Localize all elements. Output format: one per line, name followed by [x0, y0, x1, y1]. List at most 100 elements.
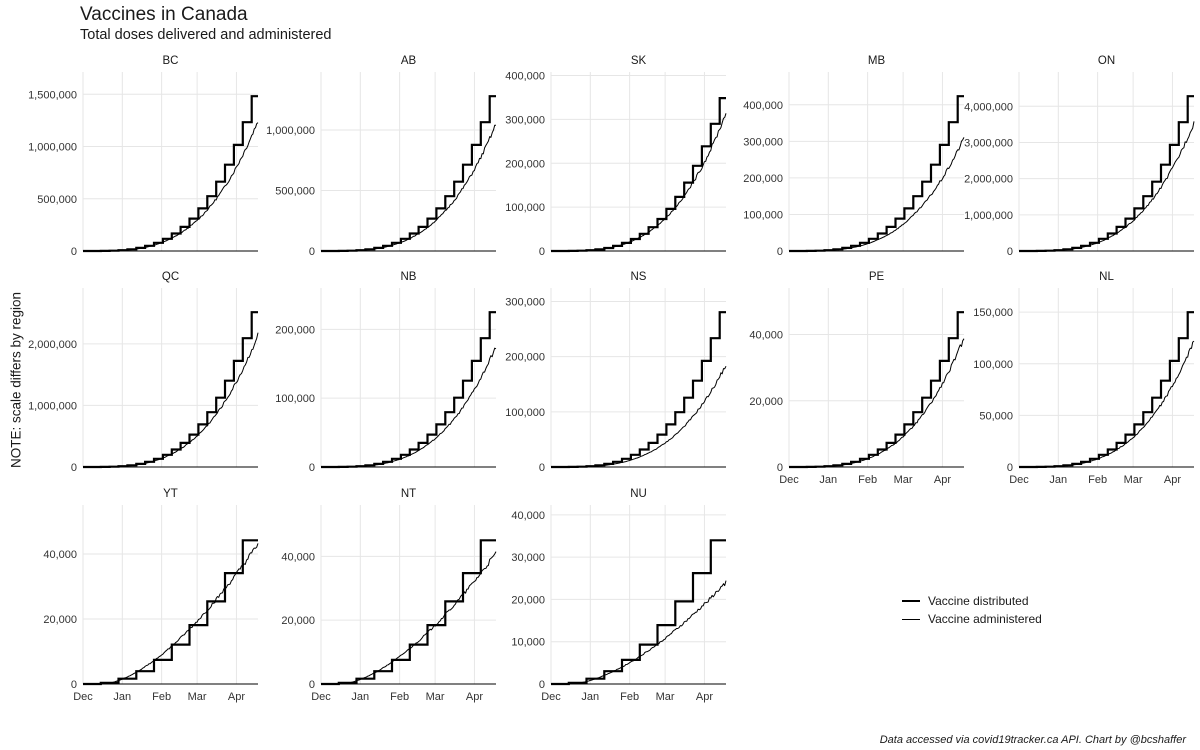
y-tick-label: 1,000,000 [266, 125, 315, 137]
panel-pe: PE 0 20,000 40,000 Dec Jan Feb Mar Apr [749, 271, 965, 486]
panel-bc: BC 0 500,000 1,000,000 1,500,000 [28, 55, 259, 258]
legend-item-administered: Vaccine administered [902, 610, 1042, 628]
y-tick-label: 1,000,000 [28, 142, 77, 154]
x-tick-label: Dec [1009, 474, 1029, 486]
x-tick-label: Dec [311, 691, 331, 703]
panel-title: NL [1099, 271, 1114, 283]
panel-nt: NT 0 20,000 40,000 Dec Jan Feb Mar Apr [281, 488, 497, 703]
y-tick-label: 0 [777, 246, 783, 258]
x-tick-label: Dec [541, 691, 561, 703]
legend-label: Vaccine administered [928, 612, 1042, 626]
y-tick-label: 0 [309, 246, 315, 258]
panel-title: NS [631, 271, 647, 283]
y-tick-label: 200,000 [505, 352, 545, 364]
x-tick-label: Feb [152, 691, 171, 703]
y-tick-label: 150,000 [973, 307, 1013, 319]
y-tick-label: 2,000,000 [28, 339, 77, 351]
series-administered-line [789, 338, 965, 468]
y-tick-label: 1,500,000 [28, 89, 77, 101]
x-tick-label: Jan [351, 691, 369, 703]
panel-title: AB [401, 55, 417, 67]
series-distributed-line [83, 95, 258, 253]
y-tick-label: 300,000 [743, 136, 783, 148]
y-tick-label: 20,000 [281, 615, 315, 627]
caption: Data accessed via covid19tracker.ca API.… [879, 734, 1186, 746]
x-tick-label: Feb [390, 691, 409, 703]
series-distributed-line [321, 539, 496, 686]
y-tick-label: 100,000 [505, 407, 545, 419]
series-administered-line [321, 551, 497, 685]
x-tick-label: Dec [779, 474, 799, 486]
y-tick-label: 4,000,000 [964, 101, 1013, 113]
y-tick-label: 0 [539, 246, 545, 258]
y-tick-label: 0 [71, 462, 77, 474]
x-tick-label: Jan [581, 691, 599, 703]
y-tick-label: 0 [539, 462, 545, 474]
y-tick-label: 0 [539, 679, 545, 691]
series-distributed-line [1019, 311, 1194, 469]
series-administered-line [83, 122, 259, 252]
panel-title: MB [868, 55, 886, 67]
x-tick-label: Jan [819, 474, 837, 486]
series-distributed-line [551, 539, 726, 686]
x-tick-label: Jan [1049, 474, 1067, 486]
y-tick-label: 0 [71, 246, 77, 258]
x-tick-label: Apr [696, 691, 713, 703]
series-administered-line [789, 137, 965, 252]
y-tick-label: 200,000 [743, 173, 783, 185]
y-tick-label: 30,000 [511, 552, 545, 564]
series-administered-line [321, 124, 496, 252]
panel-sk: SK 0 100,000 200,000 300,000 400,000 [505, 55, 727, 258]
y-tick-label: 300,000 [505, 114, 545, 126]
y-tick-label: 500,000 [37, 194, 77, 206]
y-tick-label: 1,000,000 [28, 400, 77, 412]
panel-title: NB [401, 271, 417, 283]
y-tick-label: 200,000 [275, 324, 315, 336]
x-tick-label: Mar [894, 474, 913, 486]
legend-item-distributed: Vaccine distributed [902, 592, 1042, 610]
x-tick-label: Mar [426, 691, 445, 703]
legend: Vaccine distributed Vaccine administered [902, 592, 1042, 628]
series-administered-line [83, 543, 259, 685]
x-tick-label: Feb [1088, 474, 1107, 486]
y-tick-label: 20,000 [43, 614, 77, 626]
x-tick-label: Apr [466, 691, 483, 703]
y-tick-label: 0 [777, 462, 783, 474]
y-tick-label: 40,000 [281, 551, 315, 563]
series-distributed-line [551, 311, 726, 469]
x-tick-label: Jan [113, 691, 131, 703]
series-distributed-line [551, 97, 726, 253]
x-tick-label: Feb [858, 474, 877, 486]
series-administered-line [1019, 340, 1195, 468]
y-tick-label: 500,000 [275, 185, 315, 197]
y-tick-label: 400,000 [743, 100, 783, 112]
series-distributed-line [1019, 95, 1194, 253]
chart-title: Vaccines in Canada [80, 4, 248, 25]
y-tick-label: 200,000 [505, 158, 545, 170]
x-tick-label: Apr [1164, 474, 1181, 486]
y-tick-label: 2,000,000 [964, 174, 1013, 186]
y-tick-label: 40,000 [511, 510, 545, 522]
panel-nl: NL 0 50,000 100,000 150,000 Dec Jan Feb Mar Apr [973, 271, 1195, 486]
y-tick-label: 400,000 [505, 71, 545, 83]
panel-title: SK [631, 55, 647, 67]
panel-title: BC [163, 55, 179, 67]
panel-nu: NU 0 10,000 20,000 30,000 40,000 Dec Jan Feb Mar A… [511, 488, 727, 703]
series-administered-line [83, 332, 259, 468]
panel-yt: YT 0 20,000 40,000 Dec Jan Feb Mar Apr [43, 488, 259, 703]
y-tick-label: 0 [71, 679, 77, 691]
y-tick-label: 100,000 [743, 209, 783, 221]
series-administered-line [1019, 121, 1195, 252]
series-distributed-line [789, 311, 964, 469]
x-tick-label: Mar [1124, 474, 1143, 486]
panel-ns: NS 0 100,000 200,000 300,000 [505, 271, 727, 474]
y-tick-label: 20,000 [511, 594, 545, 606]
x-tick-label: Apr [934, 474, 951, 486]
y-tick-label: 0 [1007, 462, 1013, 474]
y-tick-label: 300,000 [505, 296, 545, 308]
legend-label: Vaccine distributed [928, 594, 1029, 608]
panel-mb: MB 0 100,000 200,000 300,000 400,000 [743, 55, 965, 258]
legend-key-thick [902, 600, 920, 602]
panel-title: NU [630, 488, 647, 500]
